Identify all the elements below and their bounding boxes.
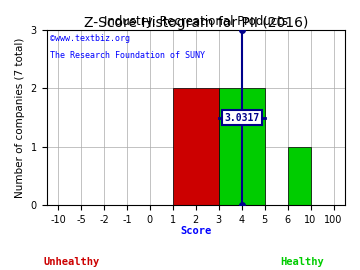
Text: Unhealthy: Unhealthy: [43, 257, 99, 267]
Text: Healthy: Healthy: [280, 257, 324, 267]
Text: 3.0317: 3.0317: [224, 113, 259, 123]
Bar: [219, 88, 265, 205]
Text: Industry: Recreational Products: Industry: Recreational Products: [104, 15, 288, 28]
Y-axis label: Number of companies (7 total): Number of companies (7 total): [15, 37, 25, 198]
Bar: [173, 88, 219, 205]
Bar: [288, 147, 311, 205]
Title: Z-Score Histogram for PII (2016): Z-Score Histogram for PII (2016): [84, 16, 308, 30]
Text: ©www.textbiz.org: ©www.textbiz.org: [50, 33, 130, 43]
Text: The Research Foundation of SUNY: The Research Foundation of SUNY: [50, 51, 204, 60]
X-axis label: Score: Score: [180, 226, 211, 236]
